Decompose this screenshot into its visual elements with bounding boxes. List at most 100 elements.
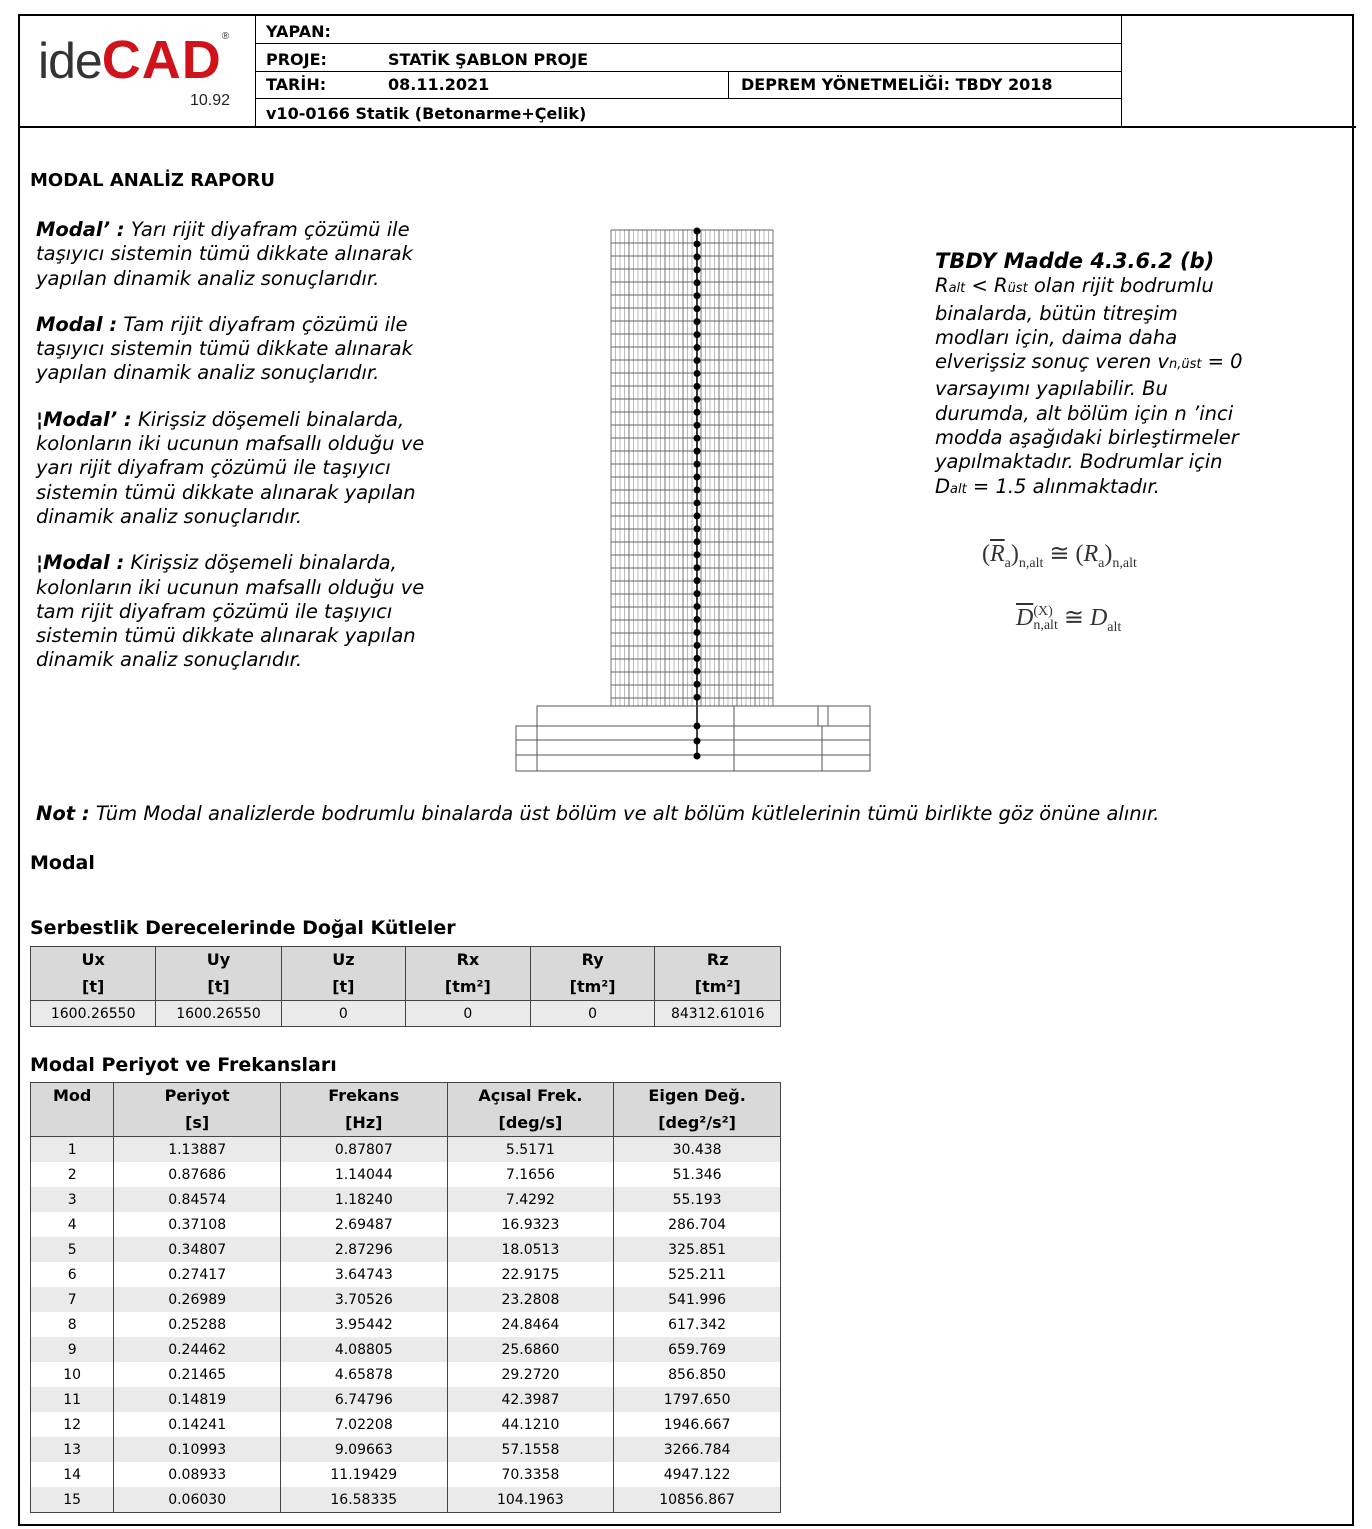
definition-1: Modal’ : Yarı rijit diyafram çözümü ile … bbox=[36, 218, 413, 290]
note: Not : Tüm Modal analizlerde bodrumlu bin… bbox=[36, 802, 1160, 825]
mass-point bbox=[693, 603, 701, 611]
mass-point bbox=[693, 577, 701, 585]
table-cell: 70.3358 bbox=[446, 1462, 615, 1487]
table-cell: 11 bbox=[29, 1387, 115, 1412]
mass-point bbox=[693, 318, 701, 326]
formula-ra: (Ra)n,alt ≅ (Ra)n,alt bbox=[982, 540, 1137, 571]
period-table-title: Modal Periyot ve Frekansları bbox=[30, 1054, 337, 1076]
table-row: 1 1.13887 0.87807 5.5171 30.438 bbox=[29, 1136, 781, 1162]
mass-point bbox=[693, 292, 701, 300]
table-cell: 30.438 bbox=[613, 1136, 781, 1162]
table-cell: 1797.650 bbox=[613, 1387, 781, 1412]
column-header: Açısal Frek. [deg/s] bbox=[446, 1082, 615, 1137]
table-cell: 3.64743 bbox=[279, 1262, 448, 1287]
report-header: ideCAD® 10.92 YAPAN: PROJE: STATİK ŞABLO… bbox=[20, 16, 1356, 128]
tarih-value: 08.11.2021 bbox=[388, 75, 490, 94]
definitions-list: Modal’ : Yarı rijit diyafram çözümü ile … bbox=[36, 218, 446, 673]
table-row: 8 0.25288 3.95442 24.8464 617.342 bbox=[29, 1312, 781, 1337]
table-cell: 42.3987 bbox=[446, 1387, 615, 1412]
table-cell: 16.9323 bbox=[446, 1212, 615, 1237]
mass-table: Ux [t] Uy [t] Uz [t] Rx [tm²] Ry [tm²] Rz [tm²] 1600… bbox=[29, 946, 781, 1027]
mass-point bbox=[693, 667, 701, 675]
table-cell: 4 bbox=[29, 1212, 115, 1237]
mass-table-title: Serbestlik Derecelerinde Doğal Kütleler bbox=[30, 917, 456, 939]
proje-value: STATİK ŞABLON PROJE bbox=[388, 50, 588, 69]
table-cell: 1.18240 bbox=[279, 1187, 448, 1212]
table-row: 14 0.08933 11.19429 70.3358 4947.122 bbox=[29, 1462, 781, 1487]
column-header: Rx [tm²] bbox=[405, 946, 531, 1001]
table-cell: 0.87686 bbox=[113, 1162, 281, 1187]
period-table: Mod Periyot [s] Frekans [Hz] Açısal Frek. [deg… bbox=[29, 1082, 781, 1513]
mass-point bbox=[693, 305, 701, 313]
mass-point bbox=[693, 654, 701, 662]
table-cell: 0.10993 bbox=[113, 1437, 281, 1462]
table-cell: 0 bbox=[529, 1000, 656, 1027]
table-cell: 0.37108 bbox=[113, 1212, 281, 1237]
column-header: Uz [t] bbox=[280, 946, 407, 1001]
table-cell: 0.26989 bbox=[113, 1287, 281, 1312]
mass-point bbox=[693, 693, 701, 701]
table-cell: 4.65878 bbox=[279, 1362, 448, 1387]
logo-version: 10.92 bbox=[190, 92, 231, 109]
tbdy-clause: TBDY Madde 4.3.6.2 (b) Ralt < Rüst olan … bbox=[935, 249, 1243, 498]
tbdy-title: TBDY Madde 4.3.6.2 (b) bbox=[935, 249, 1215, 273]
report-title: MODAL ANALİZ RAPORU bbox=[30, 170, 275, 191]
table-cell: 15 bbox=[29, 1487, 115, 1513]
column-header: Uy [t] bbox=[155, 946, 282, 1001]
mass-point bbox=[693, 722, 701, 730]
table-cell: 8 bbox=[29, 1312, 115, 1337]
mass-point bbox=[693, 434, 701, 442]
table-cell: 0.84574 bbox=[113, 1187, 281, 1212]
table-cell: 2 bbox=[29, 1162, 115, 1187]
mass-point bbox=[693, 473, 701, 481]
table-cell: 0.14819 bbox=[113, 1387, 281, 1412]
table-cell: 44.1210 bbox=[446, 1412, 615, 1437]
header-row: Mod Periyot [s] Frekans [Hz] Açısal Frek. [deg… bbox=[29, 1082, 781, 1137]
table-cell: 2.69487 bbox=[279, 1212, 448, 1237]
table-cell: 3.95442 bbox=[279, 1312, 448, 1337]
table-row: 5 0.34807 2.87296 18.0513 325.851 bbox=[29, 1237, 781, 1262]
proje-label: PROJE: bbox=[266, 50, 327, 69]
table-cell: 11.19429 bbox=[279, 1462, 448, 1487]
table-cell: 0.34807 bbox=[113, 1237, 281, 1262]
mass-point bbox=[693, 499, 701, 507]
table-cell: 55.193 bbox=[613, 1187, 781, 1212]
table-cell: 5.5171 bbox=[446, 1136, 615, 1162]
mass-point bbox=[693, 590, 701, 598]
mass-point bbox=[693, 408, 701, 416]
mass-point bbox=[693, 737, 701, 745]
table-cell: 0.14241 bbox=[113, 1412, 281, 1437]
definition-3: ¦Modal’ : Kirişsiz döşemeli binalarda, k… bbox=[36, 407, 425, 528]
column-header: Mod bbox=[29, 1082, 115, 1137]
table-cell: 6.74796 bbox=[279, 1387, 448, 1412]
header-row: Ux [t] Uy [t] Uz [t] Rx [tm²] Ry [tm²] Rz [tm²] bbox=[29, 946, 781, 1001]
table-cell: 4947.122 bbox=[613, 1462, 781, 1487]
table-cell: 16.58335 bbox=[279, 1487, 448, 1513]
mass-point bbox=[693, 395, 701, 403]
table-row: 9 0.24462 4.08805 25.6860 659.769 bbox=[29, 1337, 781, 1362]
tarih-label: TARİH: bbox=[266, 75, 327, 94]
mass-point bbox=[693, 357, 701, 364]
table-row: 11 0.14819 6.74796 42.3987 1797.650 bbox=[29, 1387, 781, 1412]
table-cell: 0 bbox=[280, 1000, 407, 1027]
mass-point bbox=[693, 253, 701, 261]
logo-registered: ® bbox=[221, 31, 230, 42]
mass-point bbox=[693, 369, 701, 377]
mass-point bbox=[693, 421, 701, 429]
table-cell: 4.08805 bbox=[279, 1337, 448, 1362]
table-cell: 84312.61016 bbox=[654, 1000, 781, 1027]
mass-point bbox=[693, 616, 701, 623]
mass-point bbox=[693, 525, 701, 533]
table-cell: 617.342 bbox=[613, 1312, 781, 1337]
table-cell: 25.6860 bbox=[446, 1337, 615, 1362]
mass-point bbox=[693, 680, 701, 688]
table-cell: 2.87296 bbox=[279, 1237, 448, 1262]
table-cell: 3 bbox=[29, 1187, 115, 1212]
table-cell: 14 bbox=[29, 1462, 115, 1487]
table-cell: 856.850 bbox=[613, 1362, 781, 1387]
table-cell: 1 bbox=[29, 1136, 115, 1162]
table-cell: 104.1963 bbox=[446, 1487, 615, 1513]
table-row: 13 0.10993 9.09663 57.1558 3266.784 bbox=[29, 1437, 781, 1462]
table-cell: 0.24462 bbox=[113, 1337, 281, 1362]
mass-point bbox=[693, 628, 701, 636]
